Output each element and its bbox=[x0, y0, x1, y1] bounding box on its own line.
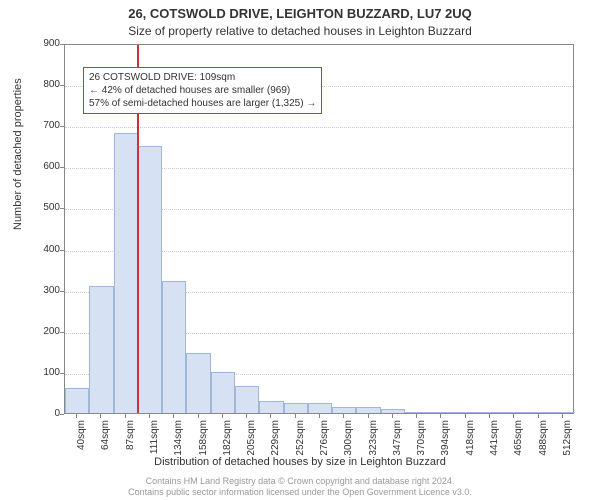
x-tick-label: 418sqm bbox=[465, 420, 476, 470]
y-tick-mark bbox=[60, 126, 64, 127]
y-tick-label: 600 bbox=[20, 161, 60, 172]
x-tick-mark bbox=[368, 414, 369, 418]
x-tick-mark bbox=[246, 414, 247, 418]
histogram-bar bbox=[454, 412, 478, 413]
x-tick-mark bbox=[173, 414, 174, 418]
histogram-bar bbox=[114, 133, 138, 413]
x-tick-label: 64sqm bbox=[100, 420, 111, 470]
annotation-line: ← 42% of detached houses are smaller (96… bbox=[89, 84, 316, 97]
histogram-bar bbox=[89, 286, 113, 413]
x-tick-mark bbox=[465, 414, 466, 418]
x-tick-label: 134sqm bbox=[173, 420, 184, 470]
y-tick-mark bbox=[60, 332, 64, 333]
x-tick-label: 370sqm bbox=[416, 420, 427, 470]
x-tick-mark bbox=[440, 414, 441, 418]
y-tick-label: 400 bbox=[20, 244, 60, 255]
chart-subtitle: Size of property relative to detached ho… bbox=[0, 24, 600, 38]
chart-container: 26, COTSWOLD DRIVE, LEIGHTON BUZZARD, LU… bbox=[0, 0, 600, 500]
x-tick-mark bbox=[319, 414, 320, 418]
histogram-bar bbox=[478, 412, 502, 413]
plot-area: 26 COTSWOLD DRIVE: 109sqm← 42% of detach… bbox=[64, 44, 574, 414]
x-tick-mark bbox=[125, 414, 126, 418]
histogram-bar bbox=[332, 407, 356, 413]
y-tick-mark bbox=[60, 167, 64, 168]
y-tick-label: 800 bbox=[20, 79, 60, 90]
histogram-bar bbox=[259, 401, 283, 413]
y-tick-mark bbox=[60, 414, 64, 415]
annotation-line: 26 COTSWOLD DRIVE: 109sqm bbox=[89, 71, 316, 84]
histogram-bar bbox=[162, 281, 186, 413]
footer-line-2: Contains public sector information licen… bbox=[0, 487, 600, 498]
y-tick-mark bbox=[60, 85, 64, 86]
y-tick-label: 300 bbox=[20, 285, 60, 296]
x-tick-mark bbox=[489, 414, 490, 418]
x-tick-label: 394sqm bbox=[440, 420, 451, 470]
footer-line-1: Contains HM Land Registry data © Crown c… bbox=[0, 476, 600, 487]
x-tick-mark bbox=[222, 414, 223, 418]
y-tick-label: 200 bbox=[20, 326, 60, 337]
histogram-bar bbox=[186, 353, 210, 413]
grid-line bbox=[65, 127, 573, 128]
x-tick-label: 465sqm bbox=[513, 420, 524, 470]
y-tick-label: 100 bbox=[20, 367, 60, 378]
y-tick-mark bbox=[60, 208, 64, 209]
property-annotation-box: 26 COTSWOLD DRIVE: 109sqm← 42% of detach… bbox=[83, 67, 322, 114]
histogram-bar bbox=[526, 412, 550, 413]
y-tick-label: 900 bbox=[20, 38, 60, 49]
x-tick-mark bbox=[513, 414, 514, 418]
x-tick-label: 276sqm bbox=[319, 420, 330, 470]
x-tick-label: 182sqm bbox=[222, 420, 233, 470]
x-tick-label: 40sqm bbox=[76, 420, 87, 470]
x-tick-label: 441sqm bbox=[489, 420, 500, 470]
x-tick-label: 205sqm bbox=[246, 420, 257, 470]
chart-title: 26, COTSWOLD DRIVE, LEIGHTON BUZZARD, LU… bbox=[0, 6, 600, 21]
y-tick-mark bbox=[60, 291, 64, 292]
histogram-bar bbox=[405, 412, 429, 413]
y-tick-label: 0 bbox=[20, 408, 60, 419]
histogram-bar bbox=[551, 412, 575, 413]
footer-attribution: Contains HM Land Registry data © Crown c… bbox=[0, 476, 600, 499]
x-tick-mark bbox=[198, 414, 199, 418]
histogram-bar bbox=[235, 386, 259, 413]
histogram-bar bbox=[502, 412, 526, 413]
x-tick-mark bbox=[416, 414, 417, 418]
y-tick-mark bbox=[60, 250, 64, 251]
histogram-bar bbox=[381, 409, 405, 413]
x-tick-mark bbox=[538, 414, 539, 418]
x-tick-label: 111sqm bbox=[149, 420, 160, 470]
x-tick-label: 488sqm bbox=[538, 420, 549, 470]
x-tick-mark bbox=[76, 414, 77, 418]
x-tick-label: 512sqm bbox=[562, 420, 573, 470]
x-tick-label: 158sqm bbox=[198, 420, 209, 470]
y-tick-mark bbox=[60, 44, 64, 45]
x-tick-mark bbox=[149, 414, 150, 418]
y-tick-label: 700 bbox=[20, 120, 60, 131]
x-tick-label: 229sqm bbox=[270, 420, 281, 470]
x-tick-mark bbox=[100, 414, 101, 418]
x-tick-label: 347sqm bbox=[392, 420, 403, 470]
histogram-bar bbox=[65, 388, 89, 413]
x-tick-label: 252sqm bbox=[295, 420, 306, 470]
annotation-line: 57% of semi-detached houses are larger (… bbox=[89, 97, 316, 110]
y-tick-label: 500 bbox=[20, 202, 60, 213]
histogram-bar bbox=[429, 412, 453, 413]
x-tick-mark bbox=[562, 414, 563, 418]
y-tick-mark bbox=[60, 373, 64, 374]
x-tick-mark bbox=[295, 414, 296, 418]
histogram-bar bbox=[308, 403, 332, 413]
histogram-bar bbox=[138, 146, 162, 413]
x-tick-label: 300sqm bbox=[343, 420, 354, 470]
x-tick-label: 87sqm bbox=[125, 420, 136, 470]
x-tick-label: 323sqm bbox=[368, 420, 379, 470]
x-tick-mark bbox=[343, 414, 344, 418]
histogram-bar bbox=[211, 372, 235, 413]
x-tick-mark bbox=[270, 414, 271, 418]
histogram-bar bbox=[284, 403, 308, 413]
x-tick-mark bbox=[392, 414, 393, 418]
histogram-bar bbox=[356, 407, 380, 413]
